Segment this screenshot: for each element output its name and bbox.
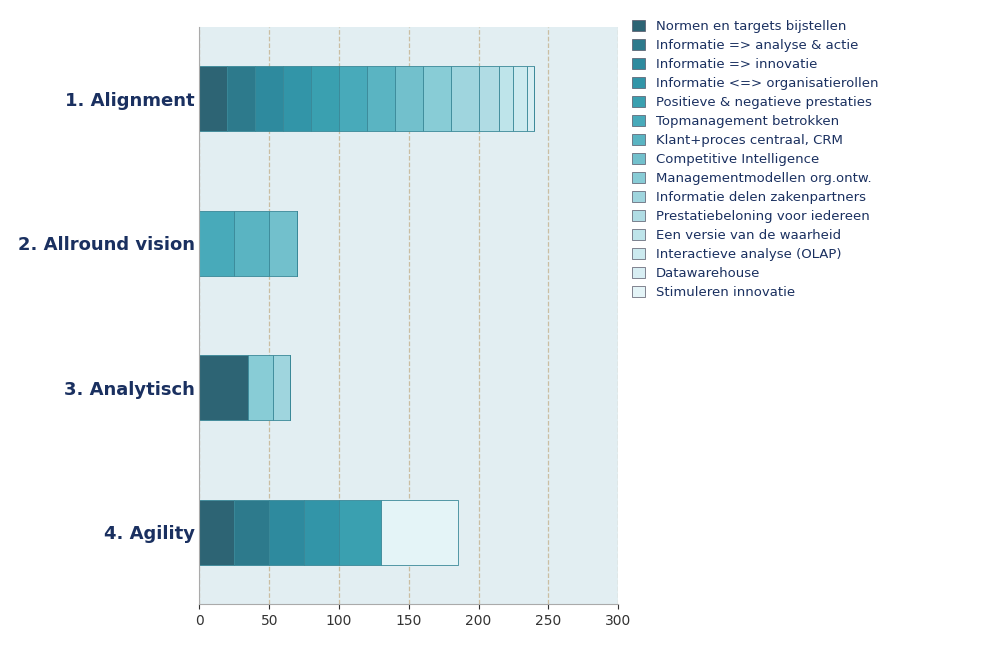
Legend: Normen en targets bijstellen, Informatie => analyse & actie, Informatie => innov: Normen en targets bijstellen, Informatie… — [626, 15, 883, 304]
Bar — [339, 66, 367, 131]
Bar — [367, 66, 395, 131]
Bar — [339, 499, 381, 564]
Bar — [283, 66, 311, 131]
Bar — [269, 210, 297, 276]
Bar — [395, 66, 423, 131]
Bar — [269, 499, 304, 564]
Bar — [423, 66, 451, 131]
Bar — [527, 66, 534, 131]
Bar — [381, 499, 458, 564]
Bar — [304, 499, 339, 564]
Bar — [255, 66, 283, 131]
Bar — [311, 66, 339, 131]
Bar — [227, 66, 255, 131]
Bar — [479, 66, 499, 131]
Bar — [499, 66, 513, 131]
Bar — [273, 355, 290, 420]
Bar — [234, 499, 269, 564]
Bar — [199, 210, 234, 276]
Bar — [513, 66, 527, 131]
Bar — [199, 66, 227, 131]
Bar — [248, 355, 273, 420]
Bar — [451, 66, 479, 131]
Bar — [199, 355, 248, 420]
Bar — [234, 210, 269, 276]
Bar — [199, 499, 234, 564]
